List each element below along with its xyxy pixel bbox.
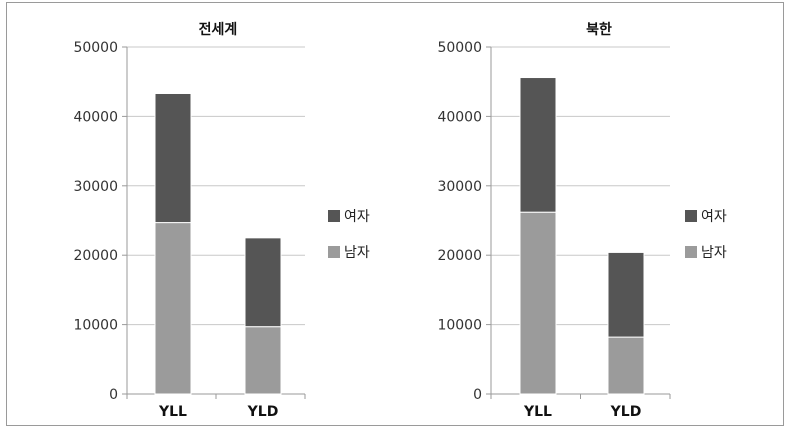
legend-label: 여자 [344, 209, 370, 225]
y-tick-label: 40000 [73, 109, 118, 125]
bar-segment-yll-female [154, 92, 192, 224]
y-tick-label: 10000 [437, 318, 482, 334]
figure-frame [6, 2, 784, 426]
legend-swatch [328, 246, 340, 258]
bar-segment-yll-male [154, 222, 192, 395]
chart-title: 북한 [586, 22, 612, 38]
y-tick-label: 10000 [73, 318, 118, 334]
x-category-label: YLD [610, 404, 642, 420]
y-tick-label: 20000 [73, 248, 118, 264]
legend-label: 남자 [701, 245, 727, 261]
legend-label: 남자 [344, 245, 370, 261]
legend-swatch [685, 246, 697, 258]
x-category-label: YLL [158, 404, 187, 420]
y-tick-label: 30000 [73, 179, 118, 195]
legend-swatch [328, 210, 340, 222]
y-tick-label: 0 [109, 387, 118, 403]
bar-segment-yll-female [519, 77, 557, 213]
x-category-label: YLD [247, 404, 279, 420]
y-tick-label: 30000 [437, 179, 482, 195]
bar-segment-yld-female [607, 251, 645, 338]
bar-segment-yll-male [519, 211, 557, 395]
x-category-label: YLL [523, 404, 552, 420]
legend-swatch [685, 210, 697, 222]
chart-title: 전세계 [199, 21, 238, 38]
y-tick-label: 20000 [437, 248, 482, 264]
bar-segment-yld-male [607, 336, 645, 395]
legend-label: 여자 [701, 209, 727, 225]
y-tick-label: 40000 [437, 109, 482, 125]
bar-segment-yld-male [244, 326, 282, 395]
y-tick-label: 0 [473, 387, 482, 403]
y-tick-label: 50000 [73, 40, 118, 56]
y-tick-label: 50000 [437, 40, 482, 56]
bar-segment-yld-female [244, 237, 282, 328]
